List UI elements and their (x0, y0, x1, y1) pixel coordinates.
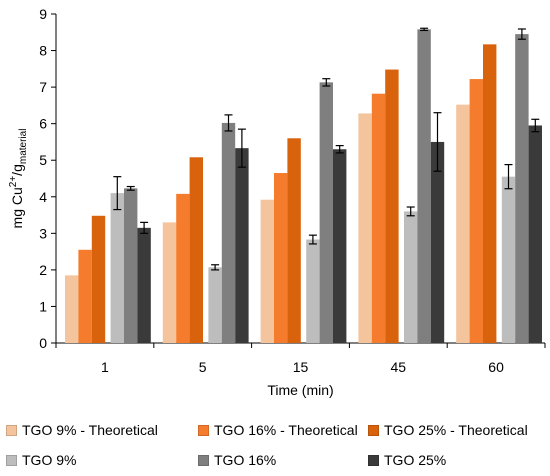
legend-swatch (6, 424, 17, 436)
bar (65, 275, 79, 343)
legend-item: TGO 16% - Theoretical (198, 422, 358, 438)
legend-item: TGO 16% (198, 452, 276, 468)
legend-label: TGO 16% - Theoretical (214, 422, 358, 438)
legend-item: TGO 9% (6, 452, 76, 468)
bar (501, 176, 516, 343)
bar (469, 79, 483, 344)
legend-label: TGO 16% (214, 452, 277, 468)
y-tick-label: 0 (39, 335, 47, 351)
bar (110, 193, 124, 343)
legend-item: TGO 25% (368, 452, 446, 468)
bar (287, 138, 301, 343)
bar (124, 188, 138, 343)
y-tick-label: 3 (39, 225, 47, 241)
legend-label: TGO 9% - Theoretical (22, 422, 158, 438)
x-tick-label: 45 (391, 359, 407, 375)
y-tick-label: 5 (39, 152, 47, 168)
bar (221, 122, 236, 344)
bar (78, 249, 92, 343)
bar (417, 29, 431, 343)
x-tick-label: 15 (293, 359, 309, 375)
legend-label: TGO 25% - Theoretical (384, 422, 528, 438)
x-axis-label: Time (min) (267, 382, 333, 398)
y-tick-label: 1 (39, 298, 47, 314)
legend-item: TGO 25% - Theoretical (368, 422, 528, 438)
y-axis-label-main: mg Cu (9, 187, 25, 228)
bar (385, 69, 399, 343)
bar (208, 267, 222, 343)
bar (371, 93, 386, 344)
legend-swatch (198, 454, 209, 466)
bar (358, 113, 372, 343)
bar (483, 44, 497, 343)
bar (274, 173, 288, 343)
legend-swatch (368, 454, 379, 466)
legend-item: TGO 9% - Theoretical (6, 422, 158, 438)
x-tick-label: 1 (101, 359, 109, 375)
x-tick-label: 5 (199, 359, 207, 375)
x-tick-label: 60 (488, 359, 504, 375)
bar (162, 222, 177, 343)
bar (189, 157, 203, 343)
y-tick-label: 6 (39, 116, 47, 132)
bar (333, 149, 347, 343)
bar (528, 125, 542, 343)
bar (456, 104, 470, 343)
bar (176, 193, 190, 343)
y-tick-label: 9 (39, 6, 47, 22)
bar (260, 199, 274, 343)
legend-swatch (6, 454, 17, 466)
y-axis-label-sub: material (18, 129, 29, 165)
bar (319, 82, 333, 343)
legend-swatch (198, 424, 209, 436)
legend-swatch (368, 424, 379, 436)
bar (235, 148, 249, 343)
bar (137, 227, 151, 343)
y-axis-label: mg Cu2+/gmaterial (8, 129, 29, 229)
y-axis-label-sep: /g (9, 164, 25, 176)
legend-label: TGO 9% (22, 452, 77, 468)
bar (91, 215, 106, 343)
y-axis-label-sup: 2+ (8, 176, 19, 188)
bar (306, 239, 320, 343)
y-tick-label: 8 (39, 43, 47, 59)
y-tick-label: 7 (39, 79, 47, 95)
y-tick-label: 4 (39, 189, 47, 205)
bar (430, 141, 445, 343)
bar (515, 34, 529, 343)
legend-label: TGO 25% (384, 452, 447, 468)
y-tick-label: 2 (39, 262, 47, 278)
bar (404, 211, 418, 343)
